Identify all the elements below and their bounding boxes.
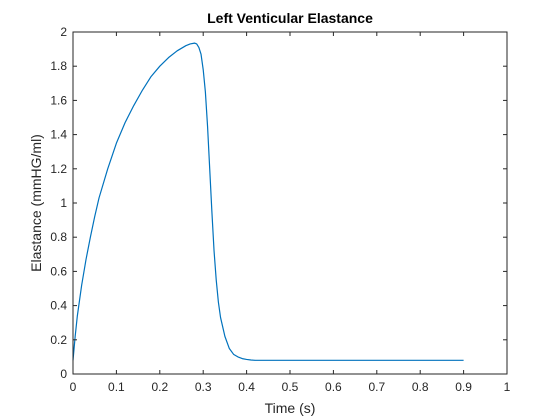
- x-tick-label: 0: [70, 380, 77, 394]
- x-tick-label: 0.5: [282, 380, 299, 394]
- y-tick-label: 1.4: [50, 128, 67, 142]
- x-axis-title: Time (s): [265, 400, 316, 416]
- y-tick-label: 0.4: [50, 299, 67, 313]
- x-tick-label: 0.2: [151, 380, 168, 394]
- data-layer: [72, 42, 464, 361]
- series-line-0: [72, 42, 464, 361]
- y-tick-label: 0: [60, 367, 67, 381]
- x-tick-label: 0.7: [368, 380, 385, 394]
- axis-layer: 0 0.1 0.2 0.3 0.4 0.5 0.6 0.7 0.8 0.9 1 0 0.2 0.4 0.6 0…: [50, 25, 510, 394]
- x-tick-label: 0.8: [412, 380, 429, 394]
- y-tick-label: 0.8: [50, 230, 67, 244]
- y-tick-label: 2: [60, 25, 67, 39]
- y-tick-label: 1.8: [50, 59, 67, 73]
- chart-title: Left Venticular Elastance: [207, 10, 373, 26]
- y-tick-label: 0.6: [50, 264, 67, 278]
- x-tick-label: 1: [504, 380, 511, 394]
- y-tick-label: 1.6: [50, 93, 67, 107]
- x-tick-label: 0.4: [238, 380, 255, 394]
- plot-box: [72, 31, 508, 375]
- x-tick-label: 0.9: [455, 380, 472, 394]
- y-tick-label: 1.2: [50, 162, 67, 176]
- y-tick-label: 1: [60, 196, 67, 210]
- x-tick-label: 0.6: [325, 380, 342, 394]
- x-tick-label: 0.3: [195, 380, 212, 394]
- y-axis-title: Elastance (mmHG/ml): [28, 134, 44, 272]
- x-tick-label: 0.1: [108, 380, 125, 394]
- plot-background: [73, 32, 507, 374]
- y-tick-label: 0.2: [50, 333, 67, 347]
